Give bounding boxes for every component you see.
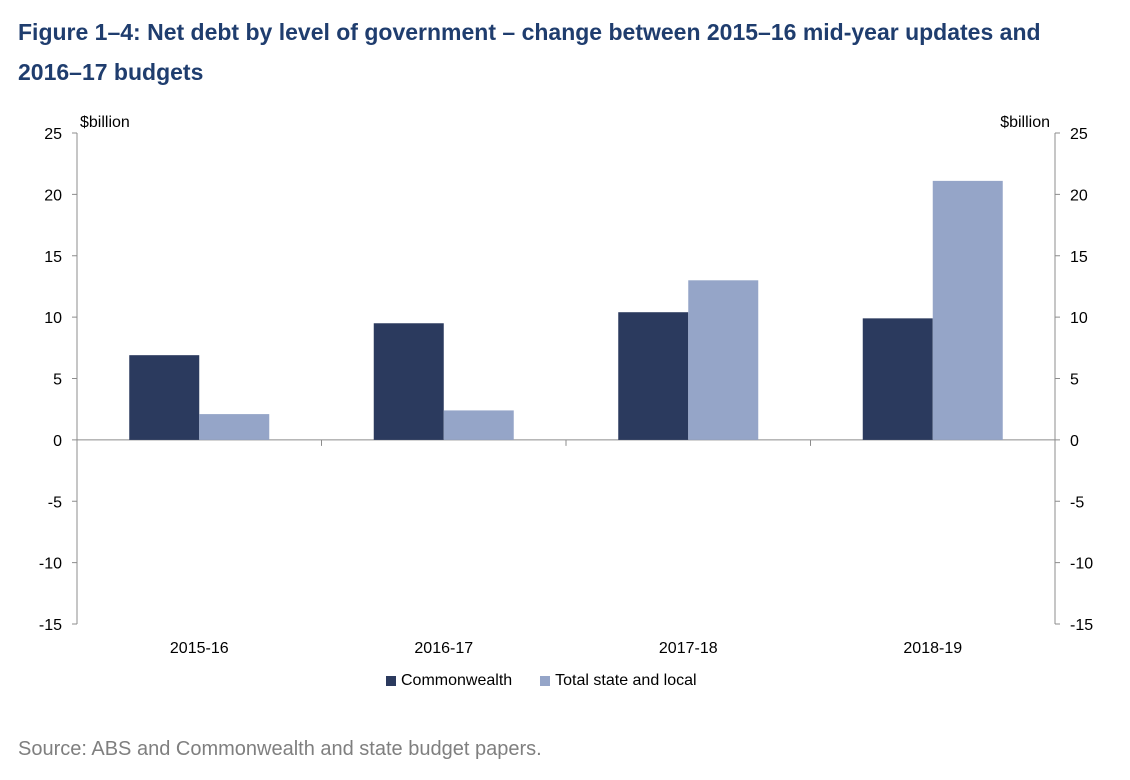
y-tick-label-left: 0 xyxy=(53,433,62,450)
legend-item-state-local: Total state and local xyxy=(540,672,697,690)
y-tick-label-left: -5 xyxy=(48,494,62,511)
bar-commonwealth-2015-16 xyxy=(129,355,200,440)
bar-state-local-2015-16 xyxy=(199,414,270,440)
y-tick-label-left: 15 xyxy=(44,249,62,266)
legend-swatch-state-local xyxy=(540,676,551,686)
y-tick-label-right: 20 xyxy=(1070,187,1088,204)
bar-chart: 25 25 20 20 15 15 10 10 5 5 0 0 -5 -5 -10 -10 -15 -15 $bil… xyxy=(39,114,1093,657)
legend-label-state-local: Total state and local xyxy=(555,672,697,689)
y-tick-label-right: -15 xyxy=(1070,617,1093,634)
bars xyxy=(129,180,1003,440)
y-tick-label-left: 25 xyxy=(44,126,62,143)
chart-title-line-2: 2016–17 budgets xyxy=(18,59,204,85)
x-category-label: 2017-18 xyxy=(659,640,718,657)
axis-labels: 25 25 20 20 15 15 10 10 5 5 0 0 -5 -5 -10 -10 -15 -15 $bil… xyxy=(39,114,1093,657)
x-category-label: 2018-19 xyxy=(903,640,962,657)
y-axis-unit-right: $billion xyxy=(1000,114,1050,131)
x-category-label: 2015-16 xyxy=(170,640,229,657)
y-tick-label-right: -5 xyxy=(1070,494,1084,511)
y-tick-label-right: 5 xyxy=(1070,372,1079,389)
y-tick-label-right: -10 xyxy=(1070,556,1093,573)
bar-commonwealth-2018-19 xyxy=(862,318,933,440)
legend-label-commonwealth: Commonwealth xyxy=(401,672,513,689)
bar-commonwealth-2017-18 xyxy=(618,312,689,440)
y-tick-label-left: -10 xyxy=(39,556,62,573)
y-tick-label-left: 5 xyxy=(53,372,62,389)
y-tick-label-right: 10 xyxy=(1070,310,1088,327)
y-tick-label-left: 10 xyxy=(44,310,62,327)
y-tick-label-right: 25 xyxy=(1070,126,1088,143)
bar-commonwealth-2016-17 xyxy=(373,323,444,440)
source-note: Source: ABS and Commonwealth and state b… xyxy=(18,738,542,760)
x-category-label: 2016-17 xyxy=(414,640,473,657)
legend-item-commonwealth: Commonwealth xyxy=(386,672,512,690)
y-tick-label-left: 20 xyxy=(44,187,62,204)
y-tick-label-right: 0 xyxy=(1070,433,1079,450)
chart-title-line-1: Figure 1–4: Net debt by level of governm… xyxy=(18,19,1041,45)
y-axis-unit-left: $billion xyxy=(80,114,130,131)
y-tick-label-left: -15 xyxy=(39,617,62,634)
bar-state-local-2018-19 xyxy=(932,180,1003,440)
legend-swatch-commonwealth xyxy=(386,676,396,686)
legend: Commonwealth Total state and local xyxy=(386,670,725,692)
bar-state-local-2017-18 xyxy=(688,280,759,440)
chart-title: Figure 1–4: Net debt by level of governm… xyxy=(18,12,1118,92)
y-tick-label-right: 15 xyxy=(1070,249,1088,266)
bar-state-local-2016-17 xyxy=(443,410,514,440)
